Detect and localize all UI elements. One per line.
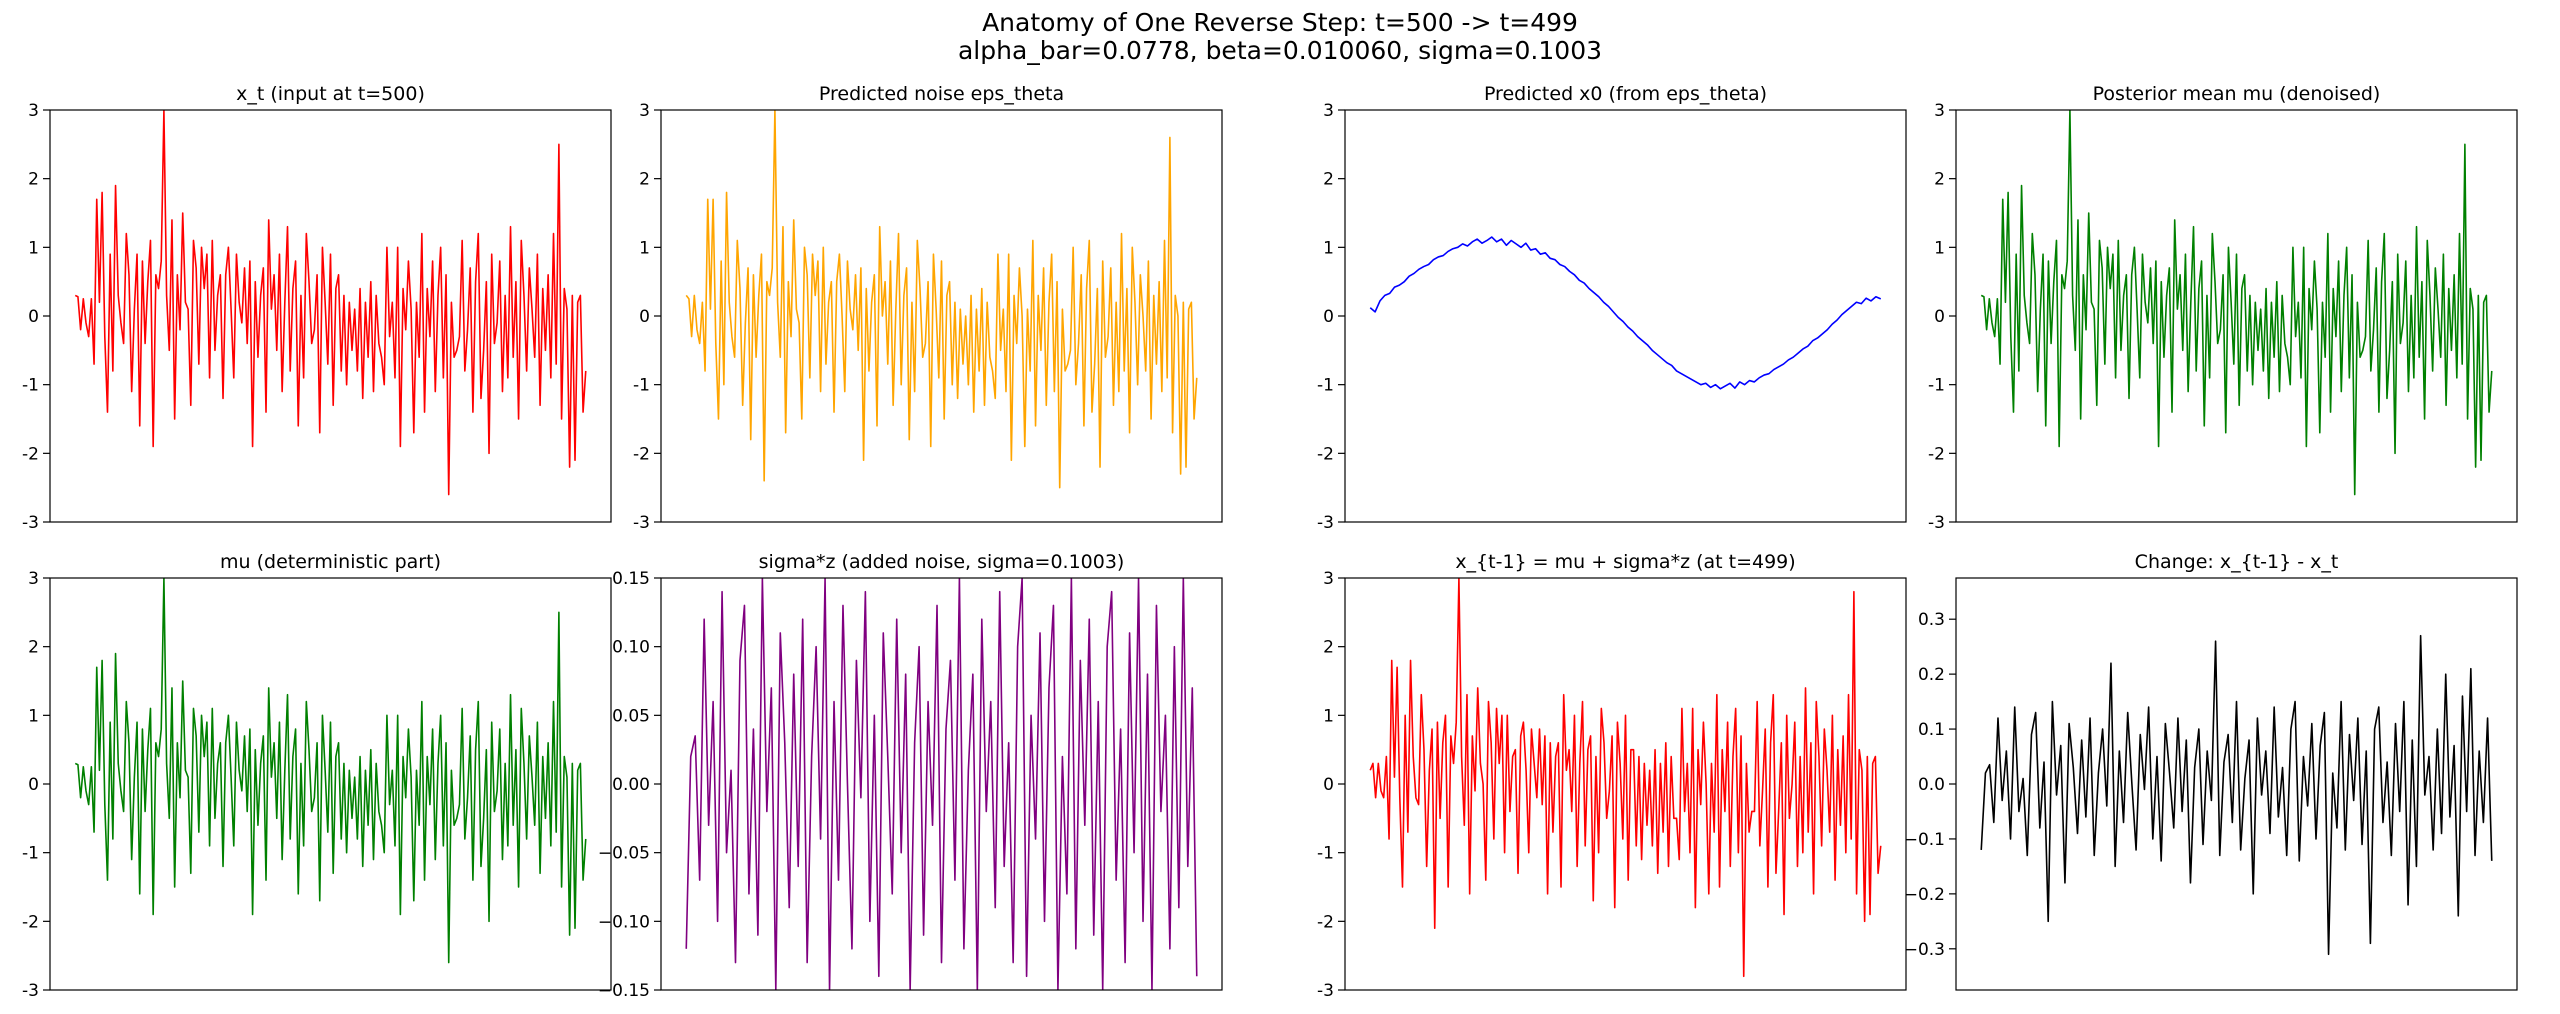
- y-tick-label: 0: [1323, 775, 1334, 795]
- y-tick-label: 0.3: [1918, 610, 1945, 630]
- y-tick-label: 2: [639, 170, 650, 190]
- y-tick-label: 3: [1323, 569, 1334, 589]
- y-tick-label: 2: [1934, 170, 1945, 190]
- y-tick-label: 1: [28, 706, 39, 726]
- y-tick-label: 3: [28, 101, 39, 121]
- y-tick-label: 0.15: [612, 569, 650, 589]
- plot-frame: [1955, 577, 2518, 991]
- y-tick-label: 0: [1323, 307, 1334, 327]
- y-tick-label: −0.10: [598, 912, 650, 932]
- y-tick-label: -2: [1317, 912, 1334, 932]
- y-tick-label: −0.1: [1904, 830, 1945, 850]
- y-tick-label: 0.10: [612, 638, 650, 658]
- subplot-5: mu (deterministic part) 3 2 1 0 -1 -2 -3: [22, 551, 612, 1001]
- y-tick-label: −0.15: [598, 981, 650, 1001]
- y-tick-label: 0: [1934, 307, 1945, 327]
- y-tick-label: 0: [28, 775, 39, 795]
- y-tick-label: -1: [22, 376, 39, 396]
- y-tick-label: -2: [633, 444, 650, 464]
- y-tick-label: 0.0: [1918, 775, 1945, 795]
- y-tick-label: 3: [28, 569, 39, 589]
- y-tick-label: -2: [22, 444, 39, 464]
- y-tick-label: −0.2: [1904, 885, 1945, 905]
- subplot-1: x_t (input at t=500) 3 2 1 0 -1 -2 -3: [22, 83, 612, 533]
- y-tick-label: 1: [28, 238, 39, 258]
- y-tick-label: 3: [639, 101, 650, 121]
- y-tick-label: -2: [22, 912, 39, 932]
- subplot-title: Change: x_{t-1} - x_t: [2135, 551, 2339, 573]
- y-tick-label: 3: [1323, 101, 1334, 121]
- y-tick-label: 0: [28, 307, 39, 327]
- y-tick-label: 2: [28, 638, 39, 658]
- subplot-title: Predicted x0 (from eps_theta): [1484, 83, 1767, 105]
- y-tick-label: −0.3: [1904, 940, 1945, 960]
- subplot-2: Predicted noise eps_theta 3 2 1 0 -1 -2 -3: [633, 83, 1223, 533]
- y-tick-label: 1: [1323, 238, 1334, 258]
- y-tick-label: 0: [639, 307, 650, 327]
- y-tick-label: 2: [1323, 638, 1334, 658]
- y-tick-label: -3: [1317, 981, 1334, 1001]
- y-tick-label: -3: [22, 981, 39, 1001]
- y-tick-label: 0.05: [612, 706, 650, 726]
- y-tick-label: 1: [639, 238, 650, 258]
- y-tick-label: 2: [1323, 170, 1334, 190]
- series-line-1: [1980, 634, 2493, 956]
- y-tick-label: -1: [22, 844, 39, 864]
- subplot-4: Posterior mean mu (denoised) 3 2 1 0 -1 -2 -3: [1928, 83, 2518, 533]
- y-tick-label: -3: [633, 513, 650, 533]
- figure-title-line1: Anatomy of One Reverse Step: t=500 -> t=…: [982, 8, 1578, 37]
- series-line-1: [685, 110, 1198, 489]
- subplot-6: sigma*z (added noise, sigma=0.1003) 0.15 0…: [598, 551, 1223, 1001]
- subplot-3: Predicted x0 (from eps_theta) 3 2 1 0 -1 -2 -3: [1317, 83, 1907, 533]
- subplot-8: Change: x_{t-1} - x_t 0.3 0.2 0.1 0.0 −0.1 −0.…: [1904, 551, 2518, 991]
- series-line-1: [1369, 578, 1882, 978]
- series-line-1: [1369, 236, 1882, 390]
- y-tick-label: -1: [633, 376, 650, 396]
- y-tick-label: 0.2: [1918, 665, 1945, 685]
- y-tick-label: 0.00: [612, 775, 650, 795]
- y-tick-label: -2: [1317, 444, 1334, 464]
- y-tick-label: -2: [1928, 444, 1945, 464]
- series-line-1: [74, 110, 587, 496]
- subplot-title: Predicted noise eps_theta: [819, 83, 1064, 105]
- y-tick-label: −0.05: [598, 844, 650, 864]
- y-tick-label: 2: [28, 170, 39, 190]
- y-tick-label: -3: [22, 513, 39, 533]
- subplot-title: mu (deterministic part): [220, 551, 441, 573]
- y-tick-label: 3: [1934, 101, 1945, 121]
- y-tick-label: -1: [1317, 844, 1334, 864]
- y-tick-label: -3: [1928, 513, 1945, 533]
- subplot-title: x_{t-1} = mu + sigma*z (at t=499): [1455, 551, 1795, 573]
- series-line-1: [1980, 110, 2493, 496]
- subplot-7: x_{t-1} = mu + sigma*z (at t=499) 3 2 1 0 -1 -…: [1317, 551, 1907, 1001]
- subplot-title: Posterior mean mu (denoised): [2093, 83, 2381, 105]
- plot-frame: [1344, 109, 1907, 523]
- figure-title-line2: alpha_bar=0.0778, beta=0.010060, sigma=0…: [957, 36, 1603, 65]
- y-tick-label: -1: [1928, 376, 1945, 396]
- y-tick-label: -1: [1317, 376, 1334, 396]
- y-tick-label: 1: [1934, 238, 1945, 258]
- series-line-1: [685, 578, 1198, 990]
- y-tick-label: 1: [1323, 706, 1334, 726]
- subplot-title: x_t (input at t=500): [236, 83, 425, 105]
- y-tick-label: 0.1: [1918, 720, 1945, 740]
- y-tick-label: -3: [1317, 513, 1334, 533]
- series-line-1: [74, 578, 587, 964]
- subplot-title: sigma*z (added noise, sigma=0.1003): [759, 551, 1125, 573]
